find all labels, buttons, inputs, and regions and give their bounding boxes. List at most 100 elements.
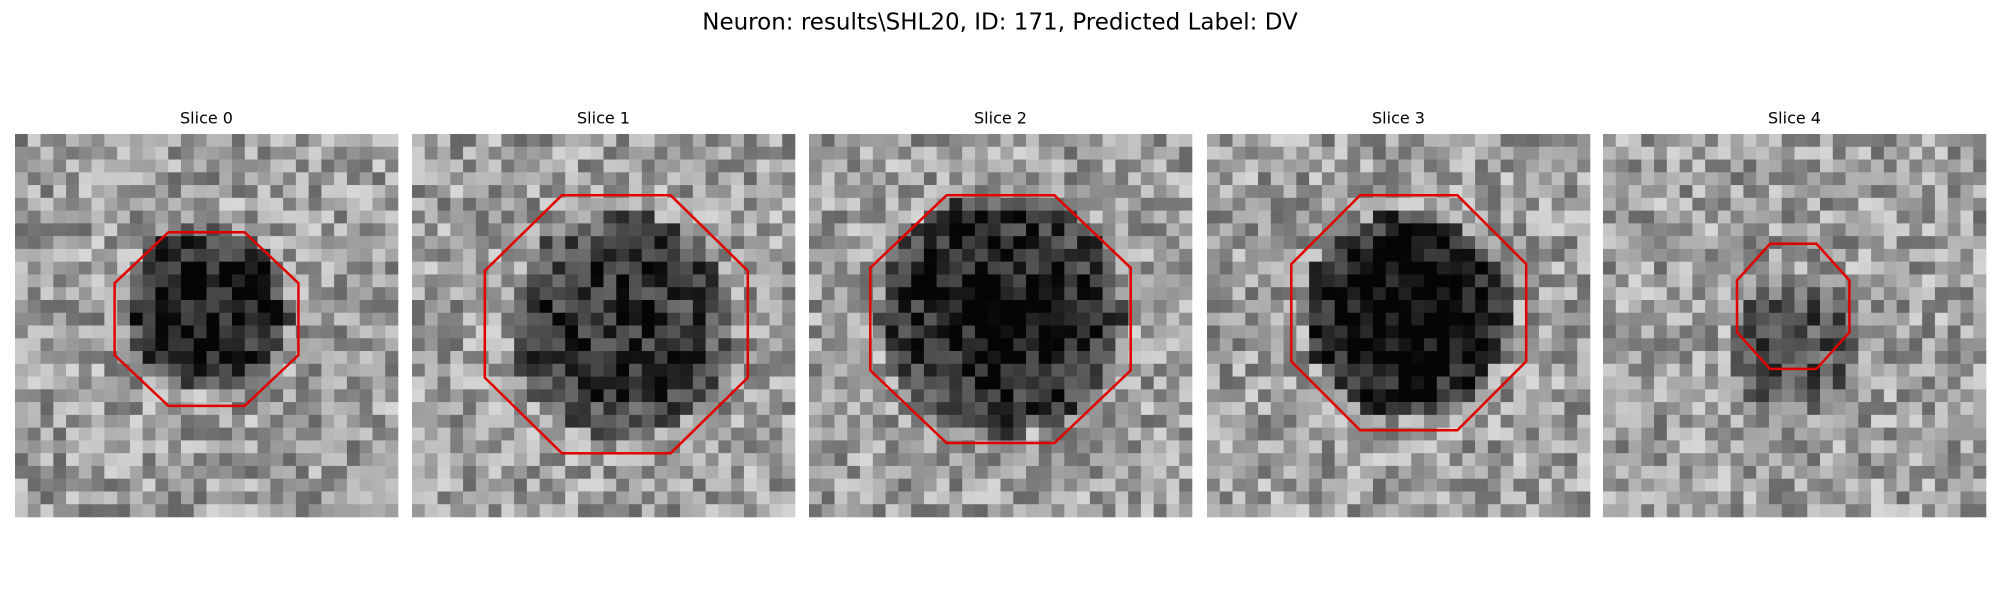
pixel: [78, 338, 92, 352]
pixel: [1692, 197, 1706, 211]
pixel: [962, 376, 976, 390]
pixel: [1603, 338, 1617, 352]
pixel: [424, 351, 438, 365]
pixel: [359, 287, 373, 301]
pixel: [1781, 172, 1795, 186]
pixel: [488, 223, 502, 237]
pixel: [1603, 465, 1617, 479]
pixel: [1603, 351, 1617, 365]
pixel: [104, 261, 118, 275]
pixel: [1730, 376, 1744, 390]
pixel: [1768, 197, 1783, 211]
pixel: [872, 351, 886, 365]
pixel: [756, 261, 770, 275]
pixel: [475, 504, 489, 518]
pixel: [1730, 402, 1744, 416]
pixel: [244, 440, 258, 454]
pixel: [232, 236, 246, 250]
pixel: [463, 236, 477, 250]
pixel: [1360, 376, 1374, 390]
pixel: [385, 351, 399, 365]
pixel: [1641, 287, 1655, 301]
pixel: [142, 185, 156, 199]
pixel: [1500, 478, 1514, 492]
pixel: [117, 159, 131, 173]
pixel: [1717, 287, 1731, 301]
pixel: [1832, 402, 1846, 416]
pixel: [1603, 440, 1617, 454]
pixel: [1064, 376, 1078, 390]
pixel: [590, 223, 604, 237]
pixel: [1462, 478, 1476, 492]
pixel: [232, 172, 246, 186]
pixel: [1641, 363, 1655, 377]
pixel: [1628, 146, 1642, 160]
pixel: [359, 351, 373, 365]
pixel: [1654, 146, 1668, 160]
pixel: [731, 185, 745, 199]
pixel: [180, 376, 195, 390]
pixel: [1500, 491, 1514, 505]
pixel: [654, 338, 668, 352]
pixel: [667, 338, 681, 352]
pixel: [1296, 210, 1310, 224]
pixel: [40, 504, 54, 518]
pixel: [346, 440, 360, 454]
pixel: [1513, 185, 1527, 199]
pixel: [974, 248, 989, 262]
pixel: [1768, 465, 1783, 479]
pixel: [1436, 210, 1450, 224]
pixel: [1462, 274, 1476, 288]
pixel: [117, 427, 131, 441]
pixel: [1334, 248, 1348, 262]
pixel: [1372, 338, 1387, 352]
pixel: [680, 351, 694, 365]
pixel: [1360, 274, 1374, 288]
pixel: [1705, 363, 1719, 377]
pixel: [40, 210, 54, 224]
pixel: [295, 236, 309, 250]
pixel: [769, 491, 783, 505]
pixel: [756, 197, 770, 211]
pixel: [450, 159, 464, 173]
pixel: [180, 299, 195, 314]
pixel: [949, 363, 963, 377]
pixel: [1820, 185, 1834, 199]
pixel: [1347, 325, 1361, 339]
pixel: [424, 325, 438, 339]
pixel: [1115, 402, 1129, 416]
pixel: [667, 299, 681, 314]
pixel: [1309, 351, 1323, 365]
pixel: [1102, 261, 1116, 275]
pixel: [1641, 325, 1655, 339]
pixel: [590, 312, 604, 326]
pixel: [257, 325, 271, 339]
pixel: [987, 414, 1001, 428]
pixel: [283, 248, 297, 262]
pixel: [1973, 172, 1987, 186]
pixel: [1449, 210, 1463, 224]
pixel: [847, 146, 861, 160]
pixel: [1013, 363, 1027, 377]
pixel: [475, 453, 489, 467]
pixel: [53, 427, 67, 441]
pixel: [1153, 504, 1167, 518]
pixel: [27, 440, 41, 454]
pixel: [1013, 351, 1027, 365]
pixel: [1832, 134, 1846, 148]
pixel: [885, 248, 899, 262]
pixel: [1896, 134, 1910, 148]
pixel: [1858, 236, 1872, 250]
pixel: [1424, 299, 1438, 314]
pixel: [193, 146, 207, 160]
pixel: [1909, 363, 1923, 377]
pixel: [782, 172, 796, 186]
pixel: [1372, 325, 1387, 339]
pixel: [1730, 351, 1744, 365]
pixel: [270, 338, 284, 352]
pixel: [1102, 172, 1116, 186]
pixel: [1730, 261, 1744, 275]
pixel: [1692, 134, 1706, 148]
pixel: [1577, 210, 1591, 224]
